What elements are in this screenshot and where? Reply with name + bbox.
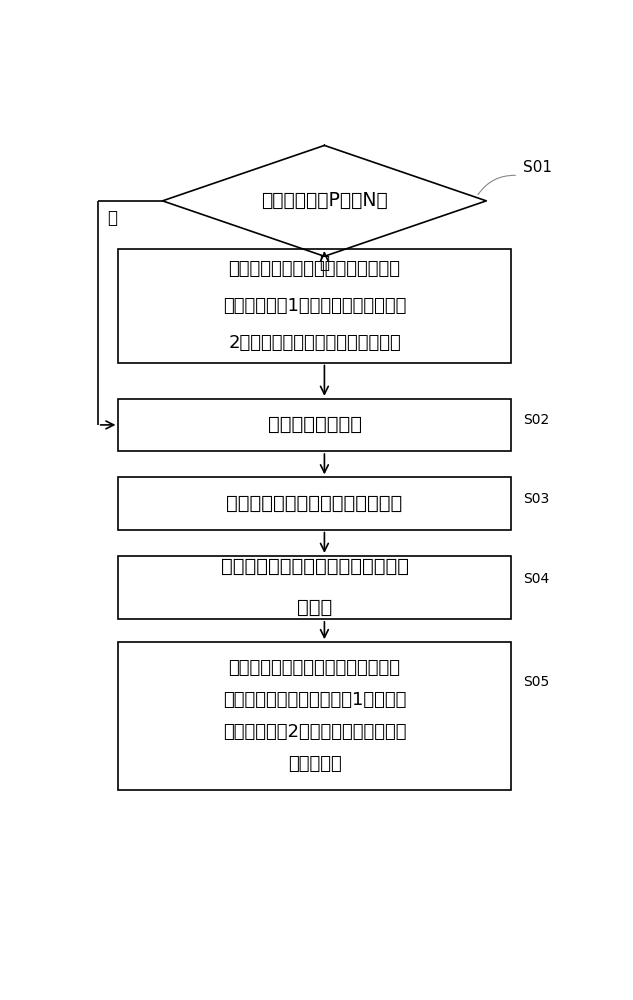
Text: 作为主油压: 作为主油压 (288, 755, 341, 773)
Text: 是: 是 (320, 254, 329, 272)
Text: 否: 否 (107, 209, 117, 227)
Bar (118, 399, 511, 451)
Text: 2的期望压力中的最大值作为主油压: 2的期望压力中的最大值作为主油压 (229, 334, 401, 352)
Bar (118, 477, 511, 530)
Text: 矩对应的期望压力、离合器1的期望压: 矩对应的期望压力、离合器1的期望压 (223, 691, 406, 709)
Text: 望压力: 望压力 (297, 598, 332, 617)
Text: S05: S05 (523, 675, 549, 689)
Bar (118, 249, 511, 363)
Bar (118, 556, 511, 619)
Text: S02: S02 (523, 413, 549, 427)
Text: 压力、离合器1的期望压力、和离合器: 压力、离合器1的期望压力、和离合器 (223, 297, 406, 315)
Text: 根据当前整车工况获取备选主油压: 根据当前整车工况获取备选主油压 (227, 494, 403, 513)
Bar (118, 642, 511, 790)
Text: 力、和离合器2的期望压力中的最大值: 力、和离合器2的期望压力中的最大值 (223, 723, 406, 741)
Text: 将备选主油压、当前油门开度对应扭: 将备选主油压、当前油门开度对应扭 (229, 659, 401, 677)
Text: 获取当前油门开度对应扭矩对应的期: 获取当前油门开度对应扭矩对应的期 (221, 557, 408, 576)
Text: 换挡手柄位于P挡或N挡: 换挡手柄位于P挡或N挡 (261, 191, 388, 210)
Text: 获取当前整车工况: 获取当前整车工况 (268, 415, 361, 434)
Text: S04: S04 (523, 572, 549, 586)
Text: 将当前油门开度对应扭矩对应的期望: 将当前油门开度对应扭矩对应的期望 (229, 260, 401, 278)
Text: S03: S03 (523, 492, 549, 506)
Text: S01: S01 (523, 160, 552, 175)
